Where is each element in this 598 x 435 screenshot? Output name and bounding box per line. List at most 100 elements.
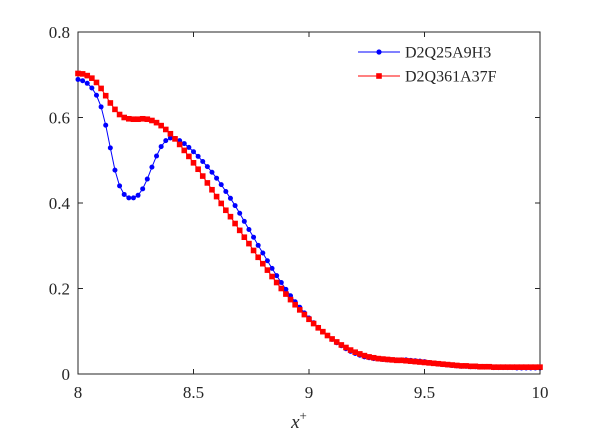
data-point (260, 260, 266, 267)
data-point (209, 169, 215, 175)
data-point (449, 362, 456, 368)
data-point (227, 195, 233, 201)
data-point (426, 360, 432, 366)
data-point (283, 291, 289, 297)
data-point (204, 164, 210, 170)
data-point (223, 207, 229, 214)
legend: D2Q25A9H3 D2Q361A37F (358, 45, 497, 86)
data-point (477, 363, 483, 370)
data-point (251, 234, 257, 240)
data-point (176, 141, 183, 148)
data-point (140, 186, 146, 192)
data-point (158, 144, 164, 150)
legend-entry-red: D2Q361A37F (358, 69, 497, 86)
data-point (154, 153, 160, 159)
data-point (107, 100, 114, 106)
data-point (430, 360, 437, 367)
data-point (324, 332, 331, 339)
data-point (186, 144, 192, 150)
data-point (370, 354, 377, 361)
x-tick-label: 10 (532, 383, 549, 402)
legend-label-series-2: D2Q361A37F (405, 69, 497, 86)
data-point (509, 364, 516, 370)
data-point (181, 147, 188, 154)
data-point (486, 363, 492, 370)
data-point (116, 111, 123, 118)
data-point (232, 220, 238, 227)
data-point (537, 364, 543, 370)
data-point (103, 122, 109, 128)
data-point (93, 79, 100, 86)
data-point (481, 363, 488, 370)
data-point (361, 352, 368, 359)
data-point (227, 213, 234, 220)
data-point (347, 347, 354, 353)
data-point (89, 75, 95, 81)
data-point (98, 85, 104, 92)
data-point (191, 149, 196, 155)
data-point (398, 357, 405, 364)
data-point (255, 254, 261, 261)
data-point (320, 328, 326, 335)
data-point (84, 80, 90, 86)
data-point (130, 116, 137, 123)
data-point (89, 85, 95, 91)
y-tick-label: 0.8 (49, 23, 70, 42)
legend-label-series-1: D2Q25A9H3 (405, 45, 491, 62)
data-point (273, 279, 280, 286)
data-point (209, 186, 215, 193)
data-point (195, 153, 201, 159)
data-point (467, 363, 474, 370)
x-tick-label: 9.5 (414, 383, 435, 402)
x-tick-label: 9 (305, 383, 314, 402)
data-point (435, 360, 442, 367)
data-point (296, 307, 303, 313)
y-tick-label: 0.2 (49, 280, 70, 299)
data-point (463, 363, 469, 369)
data-point (135, 116, 141, 123)
data-point (214, 175, 220, 181)
data-point (514, 364, 520, 370)
data-point (500, 364, 506, 370)
data-point (366, 354, 372, 360)
series-layer (75, 70, 543, 371)
data-point (163, 138, 169, 144)
plot-area: 8 8.5 9 9.5 10 0 0.2 0.4 0.6 0.8 (49, 23, 549, 402)
y-tick-label: 0 (62, 365, 71, 384)
y-tick-label: 0.6 (49, 109, 70, 128)
data-point (162, 126, 169, 133)
data-point (417, 359, 423, 365)
data-point (375, 355, 382, 362)
data-point (186, 153, 192, 160)
data-point (213, 193, 220, 200)
data-point (153, 119, 160, 126)
data-point (121, 191, 127, 197)
data-point (472, 363, 479, 370)
data-point (144, 176, 150, 182)
data-point (518, 364, 525, 370)
data-point (79, 71, 86, 77)
tick-layer: 8 8.5 9 9.5 10 0 0.2 0.4 0.6 0.8 (49, 23, 549, 402)
data-point (527, 364, 534, 370)
x-tick-label: 8.5 (183, 383, 204, 402)
data-point (292, 301, 298, 308)
data-point (523, 364, 529, 370)
data-point (264, 258, 270, 264)
data-point (75, 70, 81, 77)
data-point (149, 164, 155, 170)
legend-entry-blue: D2Q25A9H3 (358, 45, 491, 62)
data-point (403, 357, 409, 364)
data-point (232, 203, 238, 209)
data-point (181, 141, 187, 147)
data-point (384, 356, 391, 363)
data-point (112, 106, 118, 113)
data-point (199, 173, 206, 179)
data-point (135, 192, 141, 198)
data-point (343, 344, 349, 351)
x-axis-label: x+ (290, 408, 307, 433)
data-point (421, 359, 428, 366)
series-2 (75, 70, 543, 370)
data-point (102, 92, 109, 99)
x-axis-label-superscript: + (300, 408, 307, 423)
data-point (241, 234, 248, 240)
